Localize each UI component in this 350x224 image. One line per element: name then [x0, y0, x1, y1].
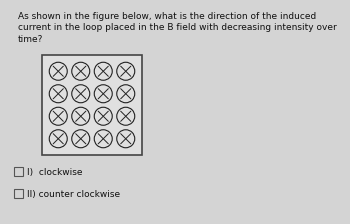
- FancyBboxPatch shape: [42, 55, 142, 155]
- Text: As shown in the figure below, what is the direction of the induced
current in th: As shown in the figure below, what is th…: [18, 11, 336, 44]
- Text: I)  clockwise: I) clockwise: [27, 168, 83, 177]
- Text: II) counter clockwise: II) counter clockwise: [27, 190, 120, 198]
